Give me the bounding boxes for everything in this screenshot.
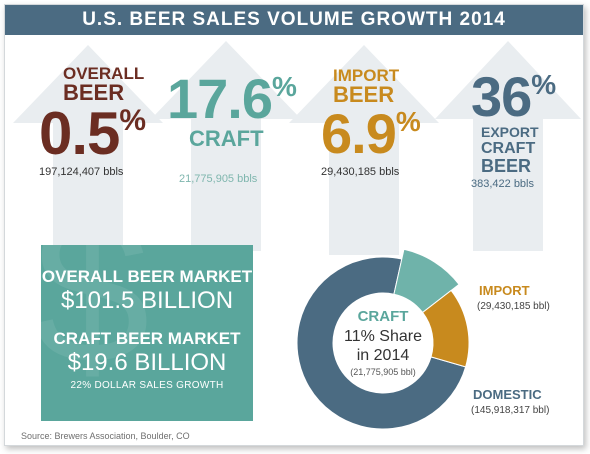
donut-import-volume: (29,430,185 bbl)	[477, 301, 550, 312]
overall-market-value: $101.5 BILLION	[60, 287, 234, 314]
up-arrow-overall-decoration	[13, 45, 163, 255]
import-unit: %	[395, 106, 421, 137]
overall-unit: %	[119, 104, 147, 137]
stat-export-craft-beer: 36% EXPORT CRAFT BEER 383,422 bbls	[471, 69, 571, 191]
dollar-sign-icon: $	[41, 245, 150, 407]
export-value: 36	[471, 65, 532, 128]
donut-domestic-volume: (145,918,317 bbl)	[471, 405, 549, 416]
craft-value: 17.6	[167, 67, 273, 130]
donut-craft-share-line1: 11% Share	[344, 328, 422, 345]
stat-craft: 17.6% CRAFT 21,775,905 bbls	[167, 71, 302, 186]
export-label-line1: EXPORT	[481, 124, 539, 140]
craft-growth-note: 22% DOLLAR SALES GROWTH	[70, 380, 224, 391]
import-bbls: 29,430,185 bbls	[321, 166, 400, 178]
overall-label-line1: OVERALL	[63, 64, 145, 83]
export-unit: %	[531, 69, 557, 100]
overall-market-heading: OVERALL BEER MARKET	[41, 267, 253, 286]
craft-unit: %	[272, 71, 297, 102]
export-bbls: 383,422 bbls	[471, 178, 534, 190]
overall-bbls: 197,124,407 bbls	[39, 166, 124, 178]
infographic-card: U.S. BEER SALES VOLUME GROWTH 2014 OVERA…	[4, 4, 584, 446]
import-label-line2: BEER	[333, 82, 395, 107]
page-title: U.S. BEER SALES VOLUME GROWTH 2014	[5, 5, 583, 35]
donut-craft-volume: (21,775,905 bbl)	[350, 367, 416, 377]
donut-craft-title: CRAFT	[358, 308, 409, 325]
source-note: Source: Brewers Association, Boulder, CO	[21, 431, 190, 441]
market-share-donut-chart: CRAFT 11% Share in 2014 (21,775,905 bbl)…	[296, 248, 550, 430]
overall-label-line2: BEER	[63, 80, 125, 105]
export-label-line2: CRAFT	[481, 140, 536, 157]
market-value-panel: $ OVERALL BEER MARKET $101.5 BILLION CRA…	[41, 245, 253, 421]
craft-market-value: $19.6 BILLION	[67, 349, 227, 376]
craft-market-heading: CRAFT BEER MARKET	[53, 329, 241, 348]
import-label-line1: IMPORT	[333, 66, 400, 85]
donut-import-name: IMPORT	[479, 283, 530, 298]
up-arrow-export-decoration	[435, 41, 581, 251]
up-arrow-import-decoration	[289, 45, 439, 255]
stat-import-beer: IMPORT BEER 6.9% 29,430,185 bbls	[321, 67, 446, 178]
craft-bbls: 21,775,905 bbls	[179, 173, 258, 185]
donut-domestic-name: DOMESTIC	[473, 387, 542, 402]
stat-overall-beer: OVERALL BEER 0.5% 197,124,407 bbls	[39, 65, 159, 178]
donut-craft-share-line2: in 2014	[357, 347, 410, 364]
craft-label: CRAFT	[189, 126, 264, 151]
export-label-line3: BEER	[481, 156, 532, 176]
overall-value: 0.5	[39, 100, 120, 167]
import-value: 6.9	[321, 102, 397, 165]
donut-center	[333, 293, 433, 393]
up-arrow-craft-decoration	[151, 41, 301, 251]
